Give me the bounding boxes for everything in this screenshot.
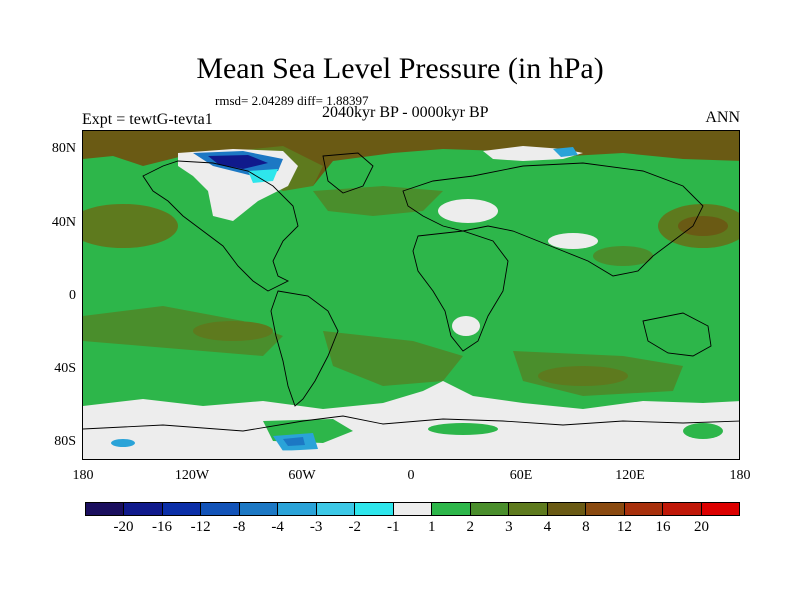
antarctic-green-strip (428, 423, 498, 435)
y-tick-label: 40S (54, 361, 76, 376)
antarctic-blue-core (283, 437, 305, 446)
southern-africa-white-region (452, 316, 480, 336)
east-asia-dark-green-region (593, 246, 653, 266)
colorbar-segment (162, 503, 202, 515)
colorbar-segment (624, 503, 664, 515)
colorbar-segment (239, 503, 279, 515)
south-atlantic-dark-green-band (323, 331, 463, 386)
colorbar-segment (432, 503, 471, 515)
antarctica-outline (83, 415, 739, 432)
experiment-label: Expt = tewtG-tevta1 (82, 111, 213, 128)
australia-outline (642, 312, 712, 357)
arctic-high-pressure-region (83, 131, 739, 186)
colorbar-label: 12 (616, 519, 632, 535)
season-label: ANN (705, 109, 740, 126)
antarctic-white-region (83, 381, 739, 459)
colorbar-label: -20 (113, 519, 134, 535)
colorbar-segment (278, 503, 317, 515)
colorbar-segment (393, 503, 433, 515)
south-america-outline (270, 290, 339, 407)
colorbar-segment (701, 503, 739, 515)
colorbar-segment (201, 503, 240, 515)
indian-ocean-olive-core (538, 366, 628, 386)
colorbar-label: -1 (386, 519, 400, 535)
colorbar-segment (547, 503, 587, 515)
colorbar-label: -12 (190, 519, 211, 535)
colorbar-label: 4 (543, 519, 552, 535)
map-svg (83, 131, 739, 459)
colorbar-segment (509, 503, 548, 515)
colorbar-label: -4 (271, 519, 284, 535)
north-america-outline (142, 160, 299, 292)
colorbar-segment (124, 503, 163, 515)
x-tick-label: 180 (72, 468, 94, 483)
x-tick-label: 180 (729, 468, 751, 483)
x-tick-label: 120E (615, 468, 645, 483)
subtitle: 2040kyr BP - 0000kyr BP (322, 104, 489, 121)
north-atlantic-dark-green-region (313, 186, 443, 216)
colorbar-label: 20 (693, 519, 709, 535)
greenland-cyan-region (248, 169, 278, 183)
colorbar-segment (316, 503, 356, 515)
stats-label: rmsd= 2.04289 diff= 1.88397 (215, 93, 369, 108)
eurasia-outline (402, 162, 704, 277)
greenland-outline (322, 152, 374, 194)
north-pacific-brown-core (678, 216, 728, 236)
x-tick-label: 60W (288, 468, 316, 483)
antarctic-west-cyan-region (111, 439, 135, 447)
greenland-dark-blue-region (208, 155, 268, 169)
siberia-cyan-region (553, 147, 578, 157)
y-tick-label: 40N (51, 215, 76, 230)
colorbar-segment (586, 503, 625, 515)
y-tick-label: 80S (54, 434, 76, 449)
colorbar-label: -16 (152, 519, 173, 535)
colorbar-segment (86, 503, 125, 515)
colorbar-label: 3 (505, 519, 513, 535)
antarctic-bottom-white (83, 449, 739, 459)
central-asia-white-region (438, 199, 498, 223)
coastlines (83, 152, 739, 432)
north-pacific-olive-region (83, 204, 178, 248)
colorbar (85, 502, 740, 516)
colorbar-label: 8 (582, 519, 590, 535)
colorbar-label: -8 (232, 519, 246, 535)
south-asia-white-region (548, 233, 598, 249)
africa-outline (412, 230, 509, 352)
antarctic-east-green-patch (683, 423, 723, 439)
colorbar-label: -3 (309, 519, 323, 535)
colorbar-segment (355, 503, 394, 515)
x-tick-label: 120W (174, 468, 210, 483)
chart-title: Mean Sea Level Pressure (in hPa) (196, 52, 604, 85)
pressure-map (82, 130, 740, 460)
south-pacific-dark-green-band (83, 306, 283, 356)
x-tick-label: 0 (407, 468, 415, 483)
colorbar-segment (470, 503, 510, 515)
south-pacific-olive-core (193, 321, 273, 341)
colorbar-label: 1 (428, 519, 436, 535)
colorbar-label: -2 (348, 519, 361, 535)
colorbar-label: 16 (655, 519, 671, 535)
colorbar-label: 2 (466, 519, 475, 535)
x-tick-label: 60E (509, 468, 533, 483)
colorbar-segment (663, 503, 702, 515)
y-tick-label: 80N (51, 141, 76, 156)
y-tick-label: 0 (69, 288, 76, 303)
